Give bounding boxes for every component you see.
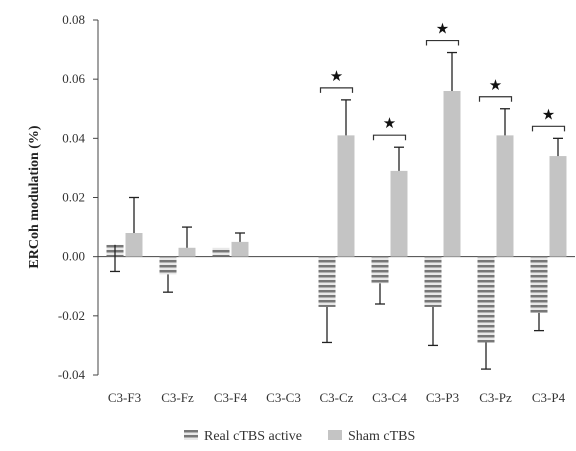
significance-bracket (372, 134, 407, 141)
legend: Real cTBS active Sham cTBS (184, 429, 415, 444)
y-tick-label: -0.02 (58, 308, 85, 323)
significance-markers: ★ ★ ★ ★ ★ (319, 20, 566, 141)
bar-sham-ctbs (549, 156, 567, 257)
bar-sham-ctbs (443, 91, 461, 257)
x-category-label: C3-P4 (532, 390, 566, 405)
x-category-label: C3-Fz (161, 390, 194, 405)
bar-real-ctbs-active (424, 256, 442, 307)
bar-sham-ctbs (337, 135, 355, 257)
bar-sham-ctbs (390, 170, 408, 257)
legend-swatch-sham-ctbs (328, 430, 342, 440)
significance-star-icon: ★ (436, 20, 449, 38)
x-category-label: C3-C3 (266, 390, 301, 405)
significance-star-icon: ★ (383, 114, 396, 132)
x-category-label: C3-F4 (214, 390, 248, 405)
significance-bracket (425, 39, 460, 46)
bar-real-ctbs-active (477, 256, 495, 343)
x-category-label: C3-C4 (372, 390, 407, 405)
x-category-label: C3-P3 (426, 390, 459, 405)
bar-real-ctbs-active (212, 247, 230, 257)
chart-bars (106, 91, 567, 343)
bar-real-ctbs-active (371, 256, 389, 284)
y-tick-label: -0.04 (58, 367, 86, 382)
chart-axes (93, 19, 575, 376)
y-axis-label: ERCoh modulation (%) (27, 125, 42, 268)
y-tick-label: 0.06 (62, 71, 85, 86)
significance-star-icon: ★ (542, 105, 555, 123)
bar-sham-ctbs (178, 247, 196, 257)
significance-bracket (478, 96, 513, 102)
y-tick-label: 0.04 (62, 130, 85, 145)
chart-labels: 0.08 0.06 0.04 0.02 0.00 -0.02 -0.04 C3-F3 C3-Fz… (58, 12, 566, 405)
significance-star-icon: ★ (330, 67, 343, 85)
y-tick-label: 0.00 (62, 249, 85, 264)
legend-label-real-ctbs: Real cTBS active (204, 429, 302, 444)
bar-real-ctbs-active (318, 256, 336, 307)
bar-real-ctbs-active (530, 256, 548, 313)
x-category-label: C3-Cz (320, 390, 354, 405)
chart-error-bars (110, 51, 563, 370)
y-tick-label: 0.08 (62, 12, 85, 27)
significance-bracket (531, 125, 566, 132)
x-category-label: C3-F3 (108, 390, 141, 405)
bar-real-ctbs-active (159, 256, 177, 275)
bar-sham-ctbs (231, 241, 249, 257)
y-tick-label: 0.02 (62, 190, 85, 205)
legend-swatch-real-ctbs (184, 430, 198, 440)
x-category-label: C3-Pz (479, 390, 512, 405)
bar-sham-ctbs (125, 233, 143, 257)
significance-star-icon: ★ (489, 76, 502, 94)
bar-sham-ctbs (496, 135, 514, 257)
legend-label-sham-ctbs: Sham cTBS (348, 429, 415, 444)
significance-bracket (319, 87, 354, 93)
